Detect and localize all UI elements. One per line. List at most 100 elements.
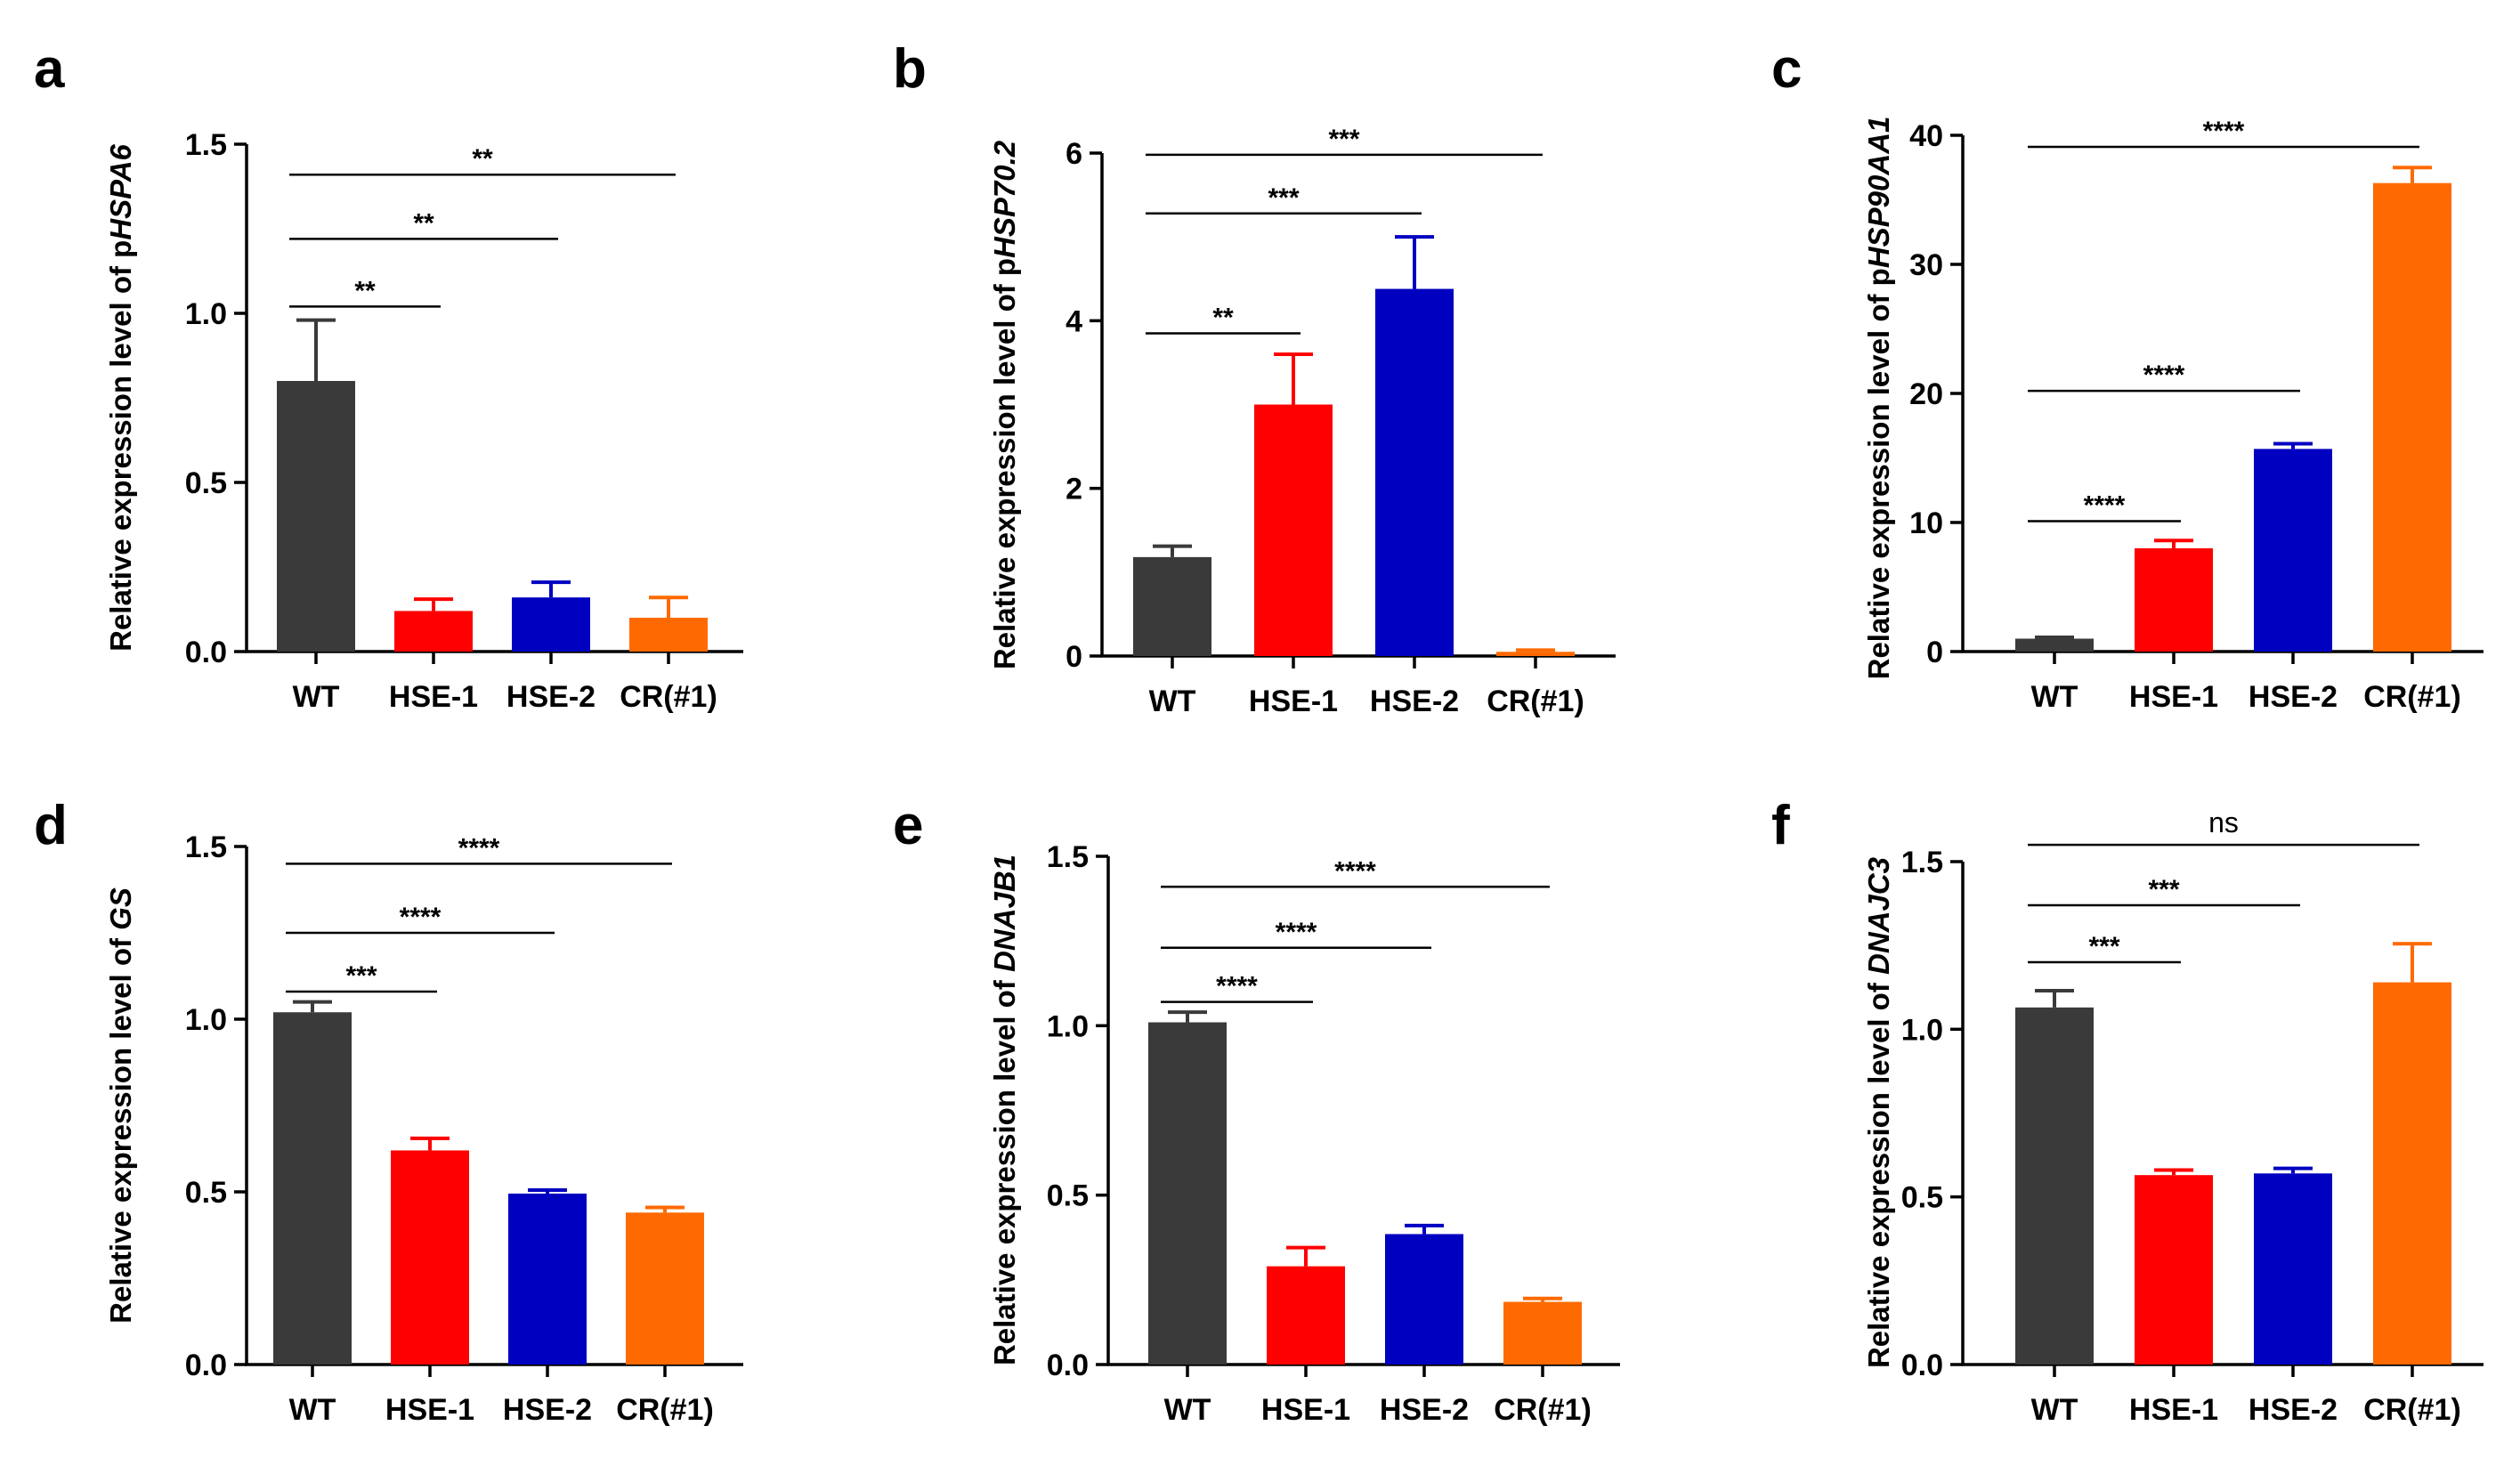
y-axis-label: Relative expression level of DNAJC3 bbox=[1862, 857, 1895, 1368]
y-tick-label: 1.5 bbox=[185, 830, 227, 864]
bar-cr-1- bbox=[626, 1212, 704, 1365]
y-axis-label-prefix: Relative expression level of bbox=[1862, 975, 1895, 1368]
significance-label: **** bbox=[1276, 918, 1317, 947]
bar-hse-1 bbox=[2135, 548, 2213, 652]
category-label: WT bbox=[293, 680, 340, 714]
chart-panel-d: d 0.0 0.5 1.0 1.5 Relative expression level o… bbox=[34, 795, 743, 1427]
y-tick-label: 0.5 bbox=[1901, 1181, 1943, 1215]
bar-cr-1- bbox=[1496, 652, 1575, 656]
y-axis-label-gene: HSP70.2 bbox=[988, 140, 1021, 258]
bar-hse-1 bbox=[394, 611, 473, 652]
category-label: HSE-2 bbox=[2249, 1393, 2338, 1427]
panel-letter: b bbox=[893, 38, 927, 100]
y-tick-label: 30 bbox=[1909, 248, 1943, 282]
category-label: CR(#1) bbox=[1487, 684, 1584, 718]
bar-cr-1- bbox=[1503, 1301, 1582, 1365]
significance-label: **** bbox=[458, 833, 500, 863]
significance-label: *** bbox=[345, 961, 377, 991]
bar-hse-1 bbox=[2135, 1175, 2213, 1365]
significance-label: **** bbox=[2143, 360, 2185, 390]
category-label: WT bbox=[1164, 1393, 1211, 1427]
y-tick-label: 10 bbox=[1909, 506, 1943, 540]
bar-hse-2 bbox=[508, 1193, 587, 1365]
chart-panel-e: e 0.0 0.5 1.0 1.5 Relative expression level o… bbox=[893, 795, 1620, 1427]
y-tick-label: 1.5 bbox=[1901, 846, 1943, 879]
category-label: WT bbox=[2031, 1393, 2078, 1427]
bar-wt bbox=[1133, 556, 1211, 656]
y-axis-label-gene: DNAJB1 bbox=[988, 855, 1021, 972]
y-tick-label: 0.0 bbox=[1047, 1349, 1089, 1382]
y-tick-label: 0.5 bbox=[185, 1176, 227, 1210]
significance-label: ** bbox=[472, 144, 493, 174]
significance-label: **** bbox=[1216, 972, 1258, 1001]
chart-panel-b: b 0 2 4 6 Relative expression level of pHSP70… bbox=[893, 38, 1616, 718]
panel-letter: d bbox=[34, 795, 68, 856]
y-tick-label: 4 bbox=[1066, 304, 1082, 338]
significance-label: ** bbox=[413, 208, 434, 238]
bar-hse-1 bbox=[1254, 404, 1333, 656]
y-axis-label: Relative expression level of pHSP70.2 bbox=[988, 140, 1021, 669]
y-tick-label: 0.5 bbox=[1047, 1179, 1089, 1213]
bar-hse-1 bbox=[391, 1150, 469, 1365]
panel-letter: e bbox=[893, 795, 923, 856]
bar-wt bbox=[1148, 1022, 1227, 1365]
significance-label: **** bbox=[2084, 491, 2126, 521]
y-axis-label-prefix: Relative expression level of p bbox=[988, 258, 1021, 669]
y-axis-label-prefix: Relative expression level of bbox=[104, 930, 137, 1324]
y-tick-label: 0 bbox=[1926, 636, 1943, 669]
y-axis-label-gene: GS bbox=[104, 887, 137, 930]
panel-letter: f bbox=[1771, 795, 1790, 856]
category-label: HSE-2 bbox=[1380, 1393, 1469, 1427]
y-tick-label: 2 bbox=[1066, 473, 1082, 506]
y-tick-label: 0.0 bbox=[1901, 1349, 1943, 1382]
significance-label: **** bbox=[2203, 117, 2245, 146]
y-axis-label-prefix: Relative expression level of bbox=[988, 972, 1021, 1365]
category-label: HSE-2 bbox=[2249, 680, 2338, 714]
panel-letter: a bbox=[34, 38, 65, 100]
y-axis-label-prefix: Relative expression level of p bbox=[1862, 268, 1895, 679]
y-tick-label: 1.5 bbox=[185, 128, 227, 162]
category-label: CR(#1) bbox=[2363, 680, 2461, 714]
y-tick-label: 1.0 bbox=[185, 297, 227, 331]
category-label: WT bbox=[289, 1393, 336, 1427]
category-label: CR(#1) bbox=[620, 680, 717, 714]
category-label: CR(#1) bbox=[1494, 1393, 1592, 1427]
significance-label: ns bbox=[2208, 806, 2239, 838]
y-tick-label: 1.0 bbox=[185, 1003, 227, 1037]
category-label: HSE-1 bbox=[389, 680, 478, 714]
category-label: HSE-1 bbox=[1261, 1393, 1350, 1427]
y-tick-label: 40 bbox=[1909, 119, 1943, 153]
bar-wt bbox=[273, 1012, 352, 1365]
category-label: HSE-2 bbox=[506, 680, 596, 714]
y-axis-label-prefix: Relative expression level of p bbox=[104, 240, 137, 652]
y-tick-label: 0.5 bbox=[185, 466, 227, 500]
significance-label: ** bbox=[354, 276, 376, 305]
y-axis-label: Relative expression level of DNAJB1 bbox=[988, 855, 1021, 1365]
significance-label: **** bbox=[1334, 856, 1376, 886]
category-label: WT bbox=[1149, 684, 1196, 718]
category-label: HSE-1 bbox=[2129, 1393, 2218, 1427]
y-tick-label: 0.0 bbox=[185, 1349, 227, 1382]
bar-wt bbox=[2015, 638, 2094, 652]
significance-label: *** bbox=[1328, 125, 1359, 154]
bar-hse-1 bbox=[1267, 1266, 1345, 1365]
y-axis-label: Relative expression level of pHSPA6 bbox=[104, 143, 137, 651]
y-tick-label: 0.0 bbox=[185, 636, 227, 669]
category-label: CR(#1) bbox=[2363, 1393, 2461, 1427]
significance-label: **** bbox=[400, 903, 442, 932]
bar-cr-1- bbox=[2373, 182, 2451, 652]
bar-wt bbox=[277, 381, 355, 652]
category-label: HSE-1 bbox=[1249, 684, 1338, 718]
y-axis-label: Relative expression level of pHSP90AA1 bbox=[1862, 117, 1895, 680]
significance-label: *** bbox=[2088, 932, 2119, 961]
chart-panel-c: c 0 10 20 30 40 Relative expression level of p… bbox=[1771, 38, 2484, 714]
category-label: CR(#1) bbox=[616, 1393, 714, 1427]
significance-label: *** bbox=[1268, 183, 1299, 213]
category-label: WT bbox=[2031, 680, 2078, 714]
y-axis-label: Relative expression level of GS bbox=[104, 887, 137, 1324]
bar-hse-2 bbox=[1385, 1234, 1463, 1365]
bar-hse-2 bbox=[512, 597, 590, 652]
significance-label: ** bbox=[1212, 303, 1234, 332]
bar-hse-2 bbox=[2254, 449, 2332, 652]
